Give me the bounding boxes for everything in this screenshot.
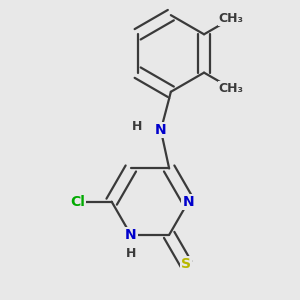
Text: H: H	[126, 247, 136, 260]
Text: S: S	[181, 257, 191, 271]
Text: CH₃: CH₃	[219, 82, 244, 95]
Text: N: N	[155, 123, 166, 137]
Text: Cl: Cl	[70, 195, 86, 209]
Text: CH₃: CH₃	[219, 12, 244, 25]
Text: H: H	[132, 120, 143, 133]
Text: N: N	[182, 195, 194, 209]
Text: N: N	[125, 228, 136, 242]
